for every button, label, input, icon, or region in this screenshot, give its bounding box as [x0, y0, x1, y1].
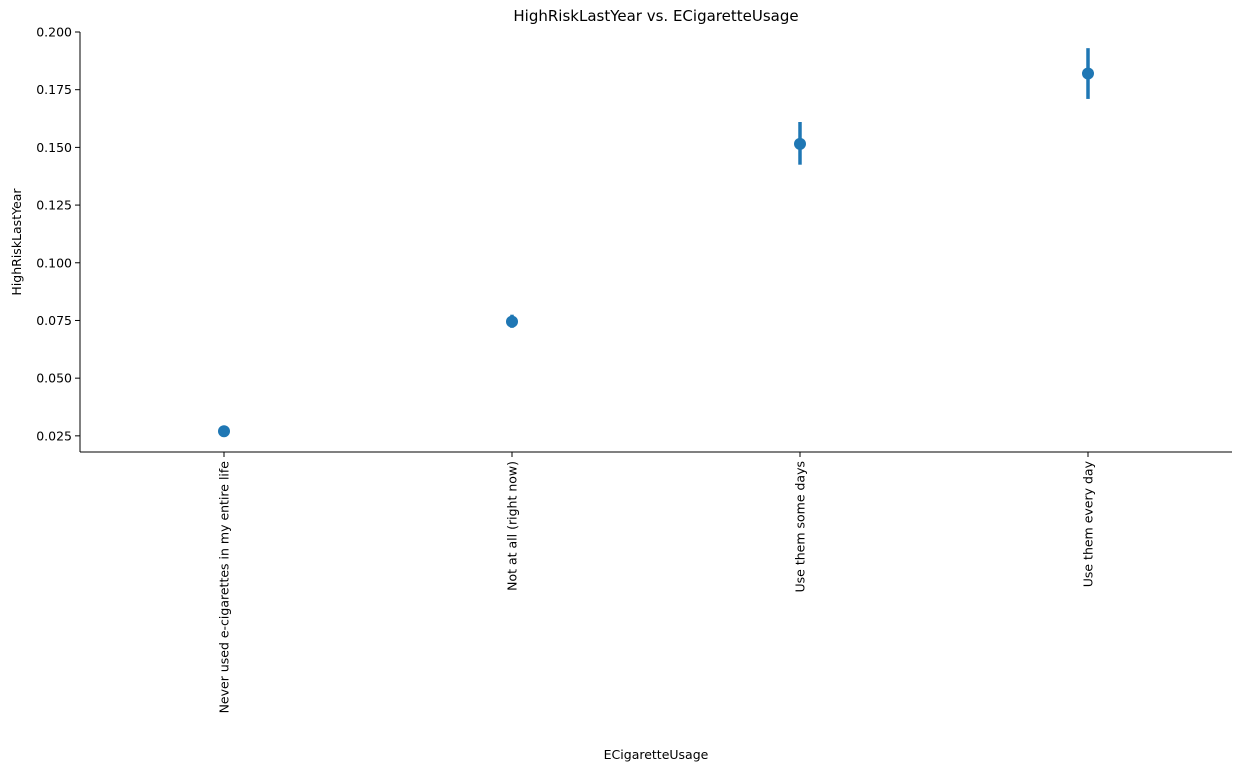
y-tick-label: 0.200 [36, 25, 72, 40]
data-point [506, 315, 518, 328]
x-axis-title: ECigaretteUsage [604, 747, 709, 762]
y-tick-label: 0.025 [36, 428, 72, 443]
x-tick-label: Not at all (right now) [505, 461, 520, 591]
data-point [794, 137, 806, 150]
y-tick-label: 0.100 [36, 255, 72, 270]
x-tick-label: Use them every day [1081, 460, 1096, 587]
data-point [218, 425, 230, 438]
y-tick-label: 0.175 [36, 82, 72, 97]
data-point [1082, 67, 1094, 80]
y-tick-label: 0.125 [36, 198, 72, 213]
chart-title: HighRiskLastYear vs. ECigaretteUsage [513, 7, 798, 25]
y-tick-label: 0.150 [36, 140, 72, 155]
x-axis: Never used e-cigarettes in my entire lif… [80, 451, 1232, 714]
x-tick-label: Use them some days [793, 461, 808, 593]
x-tick-label: Never used e-cigarettes in my entire lif… [217, 461, 232, 714]
y-axis-title: HighRiskLastYear [9, 188, 24, 296]
y-axis: 0.025 0.050 0.075 0.100 0.125 0.150 0.175 0.200 [36, 25, 81, 452]
y-tick-label: 0.050 [36, 371, 72, 386]
y-tick-label: 0.075 [36, 313, 72, 328]
plot-area [218, 48, 1094, 438]
